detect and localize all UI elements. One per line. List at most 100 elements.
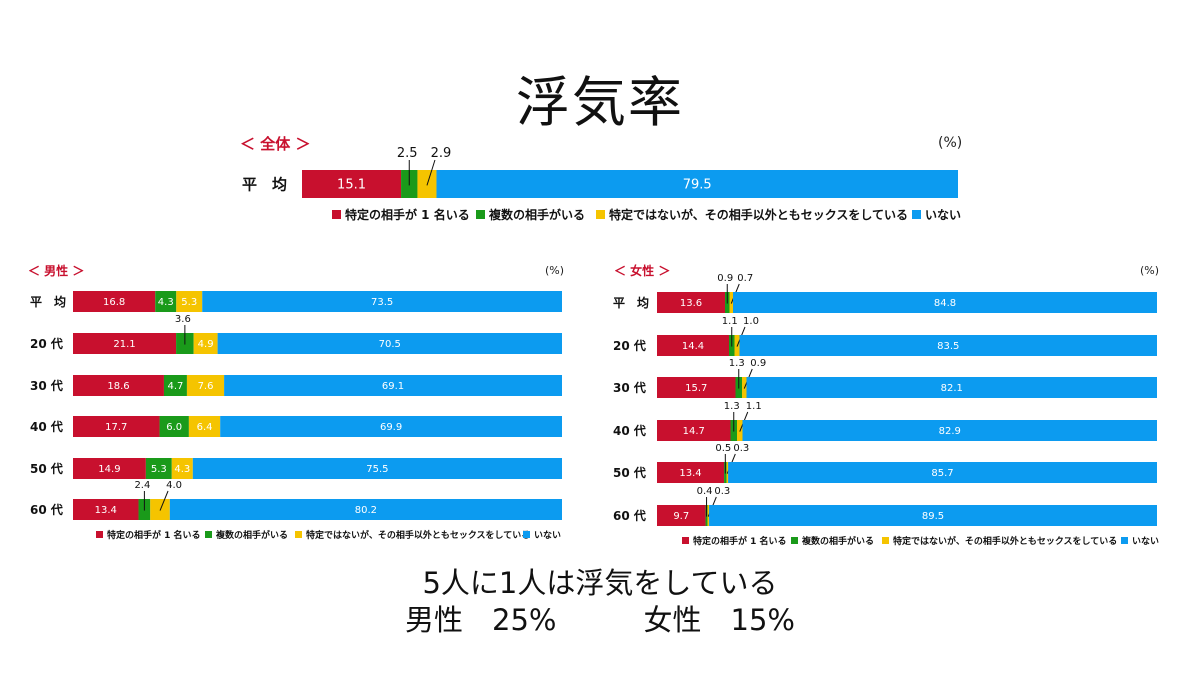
- male-bar-none: [192, 458, 562, 479]
- female-callout-label: 0.9: [750, 358, 766, 369]
- overall-callout-line: [426, 159, 436, 186]
- male-bar-none: [217, 333, 562, 354]
- male-category-label: 30 代: [30, 378, 63, 393]
- male-data-label: 5.3: [181, 297, 197, 308]
- male-data-label: 80.2: [355, 505, 377, 516]
- female-data-label: 9.7: [673, 511, 689, 522]
- female-callout-label: 0.9: [717, 273, 733, 284]
- female-legend-label-none: いない: [1132, 536, 1159, 547]
- female-bar-none: [739, 335, 1157, 356]
- panel-label-male: ＜ 男性 ＞: [28, 264, 85, 278]
- male-callout-label: 4.0: [166, 480, 182, 491]
- male-data-label: 21.1: [113, 339, 135, 350]
- female-data-label: 13.6: [680, 298, 702, 309]
- overall-bar-none: [436, 170, 959, 198]
- female-category-label: 60 代: [613, 508, 646, 523]
- female-data-label: 82.9: [939, 426, 961, 437]
- male-data-label: 70.5: [379, 339, 401, 350]
- male-data-label: 4.3: [174, 464, 190, 475]
- male-data-label: 14.9: [98, 464, 120, 475]
- page-title: 浮気率: [516, 71, 684, 134]
- male-bar-other: [188, 416, 221, 437]
- female-bar-one-partner: [657, 420, 731, 441]
- male-bar-none: [169, 499, 562, 520]
- female-bar-none: [746, 377, 1157, 398]
- male-data-label: 73.5: [371, 297, 393, 308]
- overall-legend-swatch-multiple: [476, 210, 485, 219]
- unit-label-male: (%): [545, 264, 565, 277]
- male-data-label: 5.3: [151, 464, 167, 475]
- female-data-label: 83.5: [937, 341, 959, 352]
- male-data-label: 69.9: [380, 422, 402, 433]
- footer-line2: 男性 25% 女性 15%: [405, 603, 795, 637]
- overall-legend-label-multiple: 複数の相手がいる: [488, 207, 585, 222]
- male-data-label: 18.6: [107, 381, 129, 392]
- male-category-label: 60 代: [30, 502, 63, 517]
- male-bar-one-partner: [73, 416, 160, 437]
- female-data-label: 13.4: [679, 468, 701, 479]
- male-bar-other: [186, 375, 225, 396]
- female-callout-label: 0.3: [733, 443, 749, 454]
- male-data-label: 17.7: [105, 422, 127, 433]
- female-callout-label: 1.1: [722, 316, 738, 327]
- male-bar-multiple: [145, 458, 172, 479]
- female-legend-swatch-other: [882, 537, 889, 544]
- male-data-label: 6.4: [197, 422, 213, 433]
- male-data-label: 4.3: [158, 297, 174, 308]
- female-callout-label: 1.0: [743, 316, 759, 327]
- male-data-label: 69.1: [382, 381, 404, 392]
- male-legend-label-none: いない: [534, 530, 561, 541]
- female-callout-label: 0.3: [714, 486, 730, 497]
- male-bar-other: [171, 458, 193, 479]
- male-data-label: 6.0: [166, 422, 182, 433]
- male-bar-one-partner: [73, 499, 139, 520]
- male-legend-swatch-none: [523, 531, 530, 538]
- male-callout-label: 2.4: [134, 480, 150, 491]
- female-data-label: 89.5: [922, 511, 944, 522]
- male-bar-multiple: [159, 416, 189, 437]
- male-callout-label: 3.6: [175, 314, 191, 325]
- male-bar-none: [202, 291, 562, 312]
- male-bar-none: [220, 416, 562, 437]
- male-data-label: 7.6: [198, 381, 214, 392]
- unit-label-overall: (%): [938, 135, 963, 151]
- overall-callout-label: 2.5: [397, 146, 418, 161]
- male-legend-swatch-other: [295, 531, 302, 538]
- male-legend-swatch-multiple: [205, 531, 212, 538]
- male-category-label: 20 代: [30, 336, 63, 351]
- female-category-label: 30 代: [613, 380, 646, 395]
- overall-legend-label-none: いない: [925, 208, 961, 222]
- male-bar-one-partner: [73, 333, 177, 354]
- female-legend-swatch-multiple: [791, 537, 798, 544]
- female-bar-one-partner: [657, 335, 729, 356]
- female-category-label: 50 代: [613, 465, 646, 480]
- male-bar-none: [224, 375, 562, 396]
- female-bar-one-partner: [657, 462, 725, 483]
- female-callout-label: 1.1: [746, 401, 762, 412]
- male-bar-one-partner: [73, 375, 164, 396]
- male-data-label: 16.8: [103, 297, 125, 308]
- female-bar-none: [709, 505, 1157, 526]
- female-bar-one-partner: [657, 505, 706, 526]
- overall-legend-swatch-none: [912, 210, 921, 219]
- male-bar-multiple: [163, 375, 187, 396]
- female-bar-one-partner: [657, 292, 725, 313]
- female-category-label: 20 代: [613, 338, 646, 353]
- male-bar-multiple: [155, 291, 177, 312]
- male-legend-swatch-one-partner: [96, 531, 103, 538]
- male-callout-line: [159, 490, 169, 511]
- male-category-label: 50 代: [30, 461, 63, 476]
- female-data-label: 85.7: [931, 468, 953, 479]
- male-legend-label-multiple: 複数の相手がいる: [215, 529, 288, 541]
- female-data-label: 82.1: [941, 383, 963, 394]
- female-legend-swatch-one-partner: [682, 537, 689, 544]
- panel-label-female: ＜ 女性 ＞: [614, 264, 671, 278]
- footer-line1: 5人に1人は浮気をしている: [422, 566, 778, 600]
- overall-legend-swatch-other: [596, 210, 605, 219]
- female-callout-label: 0.5: [715, 443, 731, 454]
- female-callout-label: 0.7: [737, 273, 753, 284]
- female-data-label: 84.8: [934, 298, 956, 309]
- panel-label-overall: ＜ 全体 ＞: [240, 135, 311, 153]
- female-legend-label-one-partner: 特定の相手が 1 名いる: [693, 535, 787, 547]
